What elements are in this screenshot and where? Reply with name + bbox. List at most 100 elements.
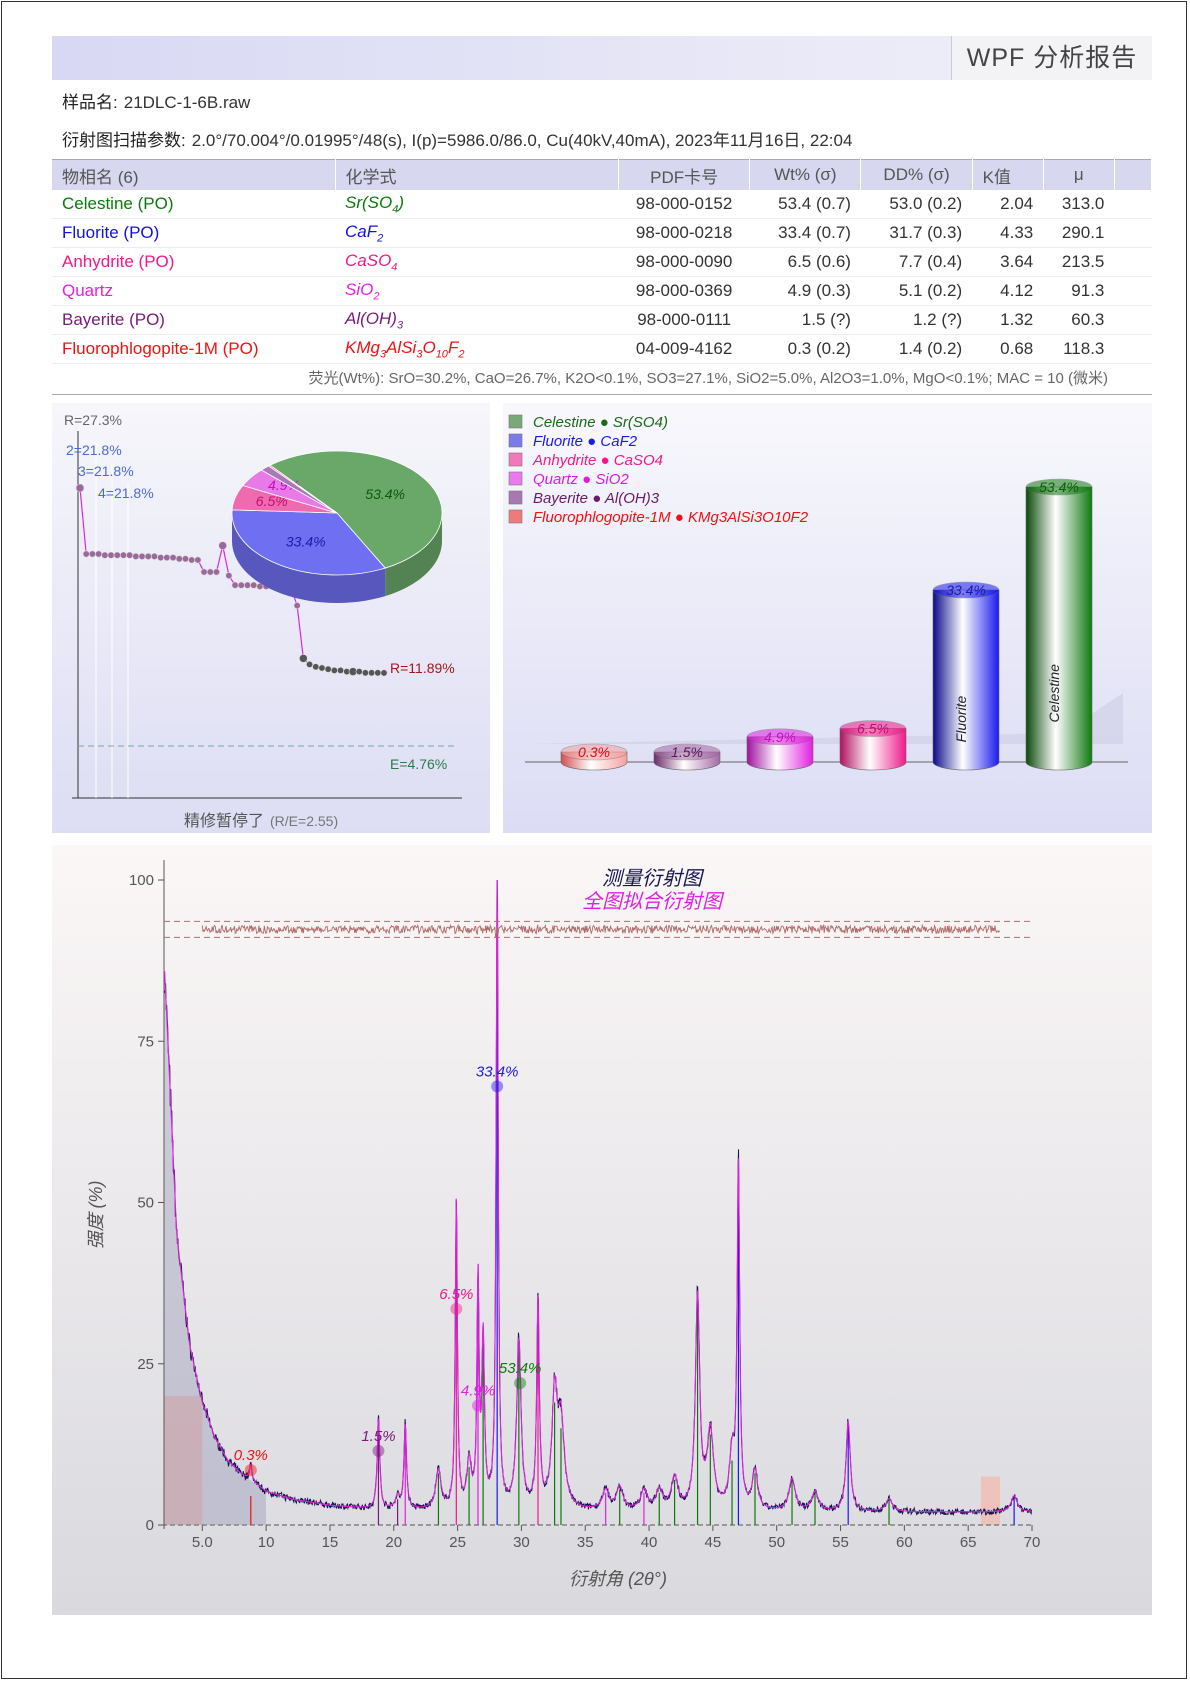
wt-percent: 6.5 (0.6) [749,247,861,277]
ref-iteration-point [169,554,177,562]
ref-iteration-point [225,572,233,580]
pie-slice [231,509,386,576]
phase-marker-dot [472,1399,485,1412]
col-phase-name: 物相名 (6) [52,159,336,190]
phase-bar-name: Celestine [1046,664,1062,723]
sample-value: 21DLC-1-6B.raw [123,93,251,112]
phase-name: Fluorophlogopite-1M (PO) [52,334,335,364]
x-tick-label: 55 [832,1534,849,1551]
phase-bar-top [746,728,814,746]
x-tick-label: 30 [513,1534,530,1551]
x-tick-label: 25 [449,1534,466,1551]
ref-iteration-point [218,541,227,550]
wt-percent: 1.5 (?) [749,305,861,335]
phase-bar-label: 6.5% [857,721,889,737]
col-formula: 化学式 [335,159,620,190]
legend-swatch [508,490,523,505]
wt-percent: 53.4 (0.7) [749,190,861,219]
legend-item: Quartz ● SiO2 [533,471,629,488]
x-tick-label: 15 [322,1534,339,1551]
fluorescence-note: 荧光(Wt%): SrO=30.2%, CaO=26.7%, K2O<0.1%,… [52,366,1152,395]
x-tick-label: 60 [896,1534,913,1551]
phase-bar-label: 33.4% [946,582,986,598]
ref-iteration-point [132,552,140,560]
ref-iteration-point [126,551,134,559]
mu-value: 91.3 [1043,276,1115,306]
ref-iteration-point [299,654,308,663]
spacer [1114,334,1152,364]
k-value: 4.33 [972,218,1044,248]
table-row: Celestine (PO) Sr(SO4) 98-000-0152 53.4 (0.… [52,190,1152,219]
ref-iteration-point [157,554,165,562]
phase-bar-top [560,743,628,761]
phase-summary-panel: Celestine ● Sr(SO4) Fluorite ● CaF2 Anhydr… [503,403,1152,833]
y-tick-label: 0 [146,1517,154,1534]
ref-iteration-point [368,669,376,677]
col-spacer [1114,159,1153,190]
legend-item: Celestine ● Sr(SO4) [533,414,668,431]
pdf-number: 98-000-0090 [618,247,750,277]
wt-percent: 33.4 (0.7) [749,218,861,248]
pdf-number: 98-000-0111 [618,305,750,335]
ref-ratio: (R/E=2.55) [270,813,338,829]
legend-item: Fluorite ● CaF2 [533,433,638,450]
report-title: WPF 分析报告 [951,36,1152,80]
phase-marker-dot [514,1377,527,1390]
ref-iteration-point [150,552,158,560]
table-row: Fluorophlogopite-1M (PO) KMg3AlSi3O10F2 04… [52,334,1152,364]
phase-name: Anhydrite (PO) [52,247,335,277]
x-tick-label: 50 [768,1534,785,1551]
pie-slice-label: 6.5% [256,493,288,509]
pdf-number: 98-000-0369 [618,276,750,306]
x-tick-label: 70 [1024,1534,1041,1551]
phase-formula: CaF2 [335,218,619,248]
ref-iteration-point [175,555,183,563]
ref-iteration-point [318,664,326,672]
wt-percent: 0.3 (0.2) [749,334,861,364]
ref-iteration-point [237,581,245,589]
phase-bar-label: 1.5% [671,744,703,760]
phase-marker-label: 0.3% [234,1447,268,1464]
legend-swatch [508,509,523,524]
measured-pattern-line [164,879,1033,1517]
legend-swatch [508,452,523,467]
y-tick-label: 25 [137,1356,154,1373]
y-tick-label: 50 [137,1195,154,1212]
phase-bar-label: 0.3% [578,744,610,760]
phase-bar-label: 53.4% [1039,479,1079,495]
dd-percent: 53.0 (0.2) [860,190,973,219]
col-dd: DD% (σ) [860,159,973,190]
ref-iteration-point [374,669,382,677]
diffraction-panel: 0 25 50 75 100 5.0 10 15 20 25 30 35 40 45 50 55 60 65 70 衍… [52,845,1152,1615]
table-row: Quartz SiO2 98-000-0369 4.9 (0.3) 5.1 (0.2) 4… [52,276,1152,306]
pdf-number: 98-000-0218 [618,218,750,248]
ref-iteration-point [163,554,171,562]
legend-item: Fluorophlogopite-1M ● KMg3AlSi3O10F2 [533,509,809,526]
ref-iteration-point [181,555,189,563]
legend-swatch [508,433,523,448]
chart-title: 测量衍射图 [602,868,705,890]
ref-iteration-point [312,663,320,671]
difference-line [201,923,1000,938]
phase-name: Quartz [52,276,335,306]
ref-iteration-point [361,669,369,677]
ref-iteration-point [82,550,90,558]
col-k: K值 [972,159,1044,190]
ref-iteration-point [144,552,152,560]
scan-value: 2.0°/70.004°/0.01995°/48(s), I(p)=5986.0… [191,131,853,150]
spacer [1114,276,1152,306]
spacer [1114,247,1152,277]
phase-bar [1025,486,1093,771]
excluded-region [164,1396,203,1525]
phase-name: Celestine (PO) [52,190,335,219]
col-pdf: PDF卡号 [618,159,751,190]
spacer [1114,305,1152,335]
ref-iteration-point [231,581,239,589]
mu-value: 60.3 [1043,305,1115,335]
y-tick-label: 75 [137,1033,154,1050]
ref-iteration-point [200,568,208,576]
phase-bar [839,728,907,771]
table-row: Fluorite (PO) CaF2 98-000-0218 33.4 (0.7) 31… [52,218,1152,248]
phase-bar-name: Fluorite [953,695,969,742]
